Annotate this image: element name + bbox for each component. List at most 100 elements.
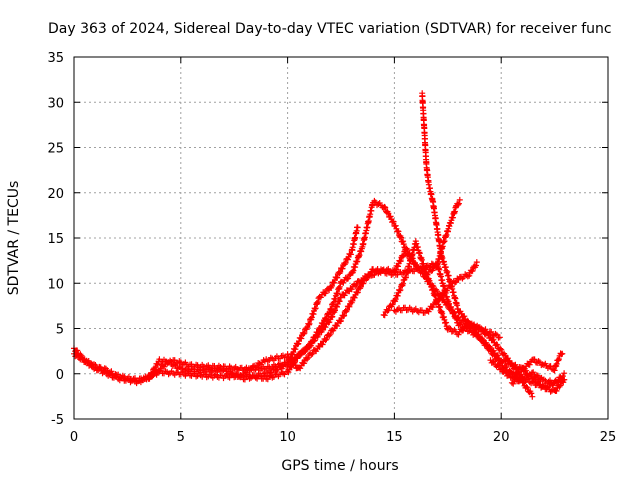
- y-tick-label: 25: [47, 142, 64, 157]
- data-point: [524, 372, 531, 379]
- data-point: [309, 338, 316, 345]
- data-point: [498, 346, 505, 353]
- data-point: [404, 247, 411, 253]
- data-point: [487, 334, 494, 340]
- data-point: [387, 213, 394, 220]
- data-point: [92, 364, 99, 371]
- data-point: [342, 259, 349, 266]
- series-pass-3: [145, 197, 503, 383]
- x-axis-label: GPS time / hours: [281, 458, 398, 474]
- data-point: [491, 358, 498, 365]
- data-point: [385, 307, 392, 313]
- series-pass-6: [391, 259, 480, 316]
- x-tick-label: 20: [493, 430, 510, 445]
- data-point: [354, 289, 361, 296]
- data-point: [529, 393, 536, 400]
- y-tick-label: -5: [51, 413, 64, 428]
- data-point: [315, 329, 322, 336]
- data-point: [320, 320, 327, 327]
- data-point: [305, 354, 311, 361]
- data-point: [473, 259, 480, 266]
- data-point: [526, 361, 533, 368]
- data-point: [345, 275, 352, 282]
- data-point: [490, 336, 497, 343]
- data-point: [154, 361, 161, 368]
- x-tick-label: 0: [70, 430, 78, 445]
- data-point: [392, 296, 399, 303]
- data-point: [309, 350, 316, 357]
- x-tick-label: 5: [177, 430, 185, 445]
- data-point: [297, 365, 304, 372]
- data-point: [461, 313, 468, 320]
- data-point: [476, 334, 483, 340]
- data-point: [300, 330, 307, 337]
- x-tick-label: 15: [386, 430, 403, 445]
- data-point: [497, 345, 504, 352]
- data-point: [411, 268, 418, 275]
- data-point: [334, 303, 340, 310]
- data-point: [511, 364, 518, 371]
- y-tick-label: 5: [56, 323, 64, 338]
- data-point: [331, 279, 338, 286]
- data-point: [400, 241, 407, 248]
- data-point: [317, 325, 324, 332]
- data-point: [524, 384, 531, 391]
- data-point: [531, 356, 538, 363]
- chart-title: Day 363 of 2024, Sidereal Day-to-day VTE…: [48, 21, 612, 37]
- data-point: [384, 307, 391, 314]
- data-point: [473, 329, 479, 335]
- data-point: [458, 321, 465, 328]
- data-point: [301, 360, 308, 367]
- data-point: [561, 370, 568, 377]
- data-point: [74, 347, 81, 354]
- data-point: [397, 287, 404, 293]
- data-point: [520, 376, 527, 383]
- data-point: [304, 356, 310, 363]
- data-point: [446, 300, 453, 307]
- data-point: [494, 362, 501, 369]
- data-point: [354, 224, 361, 231]
- data-point: [148, 370, 155, 377]
- data-point: [559, 373, 566, 380]
- data-point: [455, 201, 462, 208]
- series-pass-5: [380, 238, 567, 391]
- data-point: [434, 288, 441, 295]
- data-point: [455, 200, 462, 207]
- data-point: [487, 346, 494, 353]
- data-point: [88, 361, 95, 368]
- data-point: [469, 323, 476, 330]
- data-point: [288, 356, 295, 363]
- data-point: [494, 355, 501, 362]
- data-point: [248, 366, 255, 373]
- data-point: [540, 362, 547, 368]
- data-point: [535, 358, 542, 365]
- data-point: [436, 297, 443, 303]
- data-point: [395, 228, 402, 235]
- data-point: [424, 271, 431, 278]
- data-point: [382, 204, 389, 211]
- data-point: [347, 251, 354, 258]
- data-point: [339, 265, 346, 272]
- series-pass-8: [423, 196, 463, 278]
- data-point: [553, 387, 560, 394]
- data-point: [392, 266, 399, 273]
- y-tick-label: 35: [47, 51, 64, 66]
- y-tick-label: 0: [56, 368, 64, 383]
- data-point: [348, 286, 355, 293]
- data-point: [528, 390, 535, 397]
- data-point: [448, 303, 455, 310]
- data-point: [450, 309, 457, 316]
- data-point: [456, 196, 463, 203]
- data-point: [327, 331, 334, 338]
- data-point: [455, 276, 462, 283]
- data-point: [340, 279, 347, 286]
- data-point: [351, 294, 358, 301]
- data-point: [294, 355, 301, 362]
- data-point: [317, 294, 324, 301]
- data-point: [429, 267, 436, 274]
- data-point: [395, 263, 401, 270]
- data-point: [78, 354, 85, 361]
- data-point: [496, 334, 503, 341]
- data-point: [433, 300, 440, 307]
